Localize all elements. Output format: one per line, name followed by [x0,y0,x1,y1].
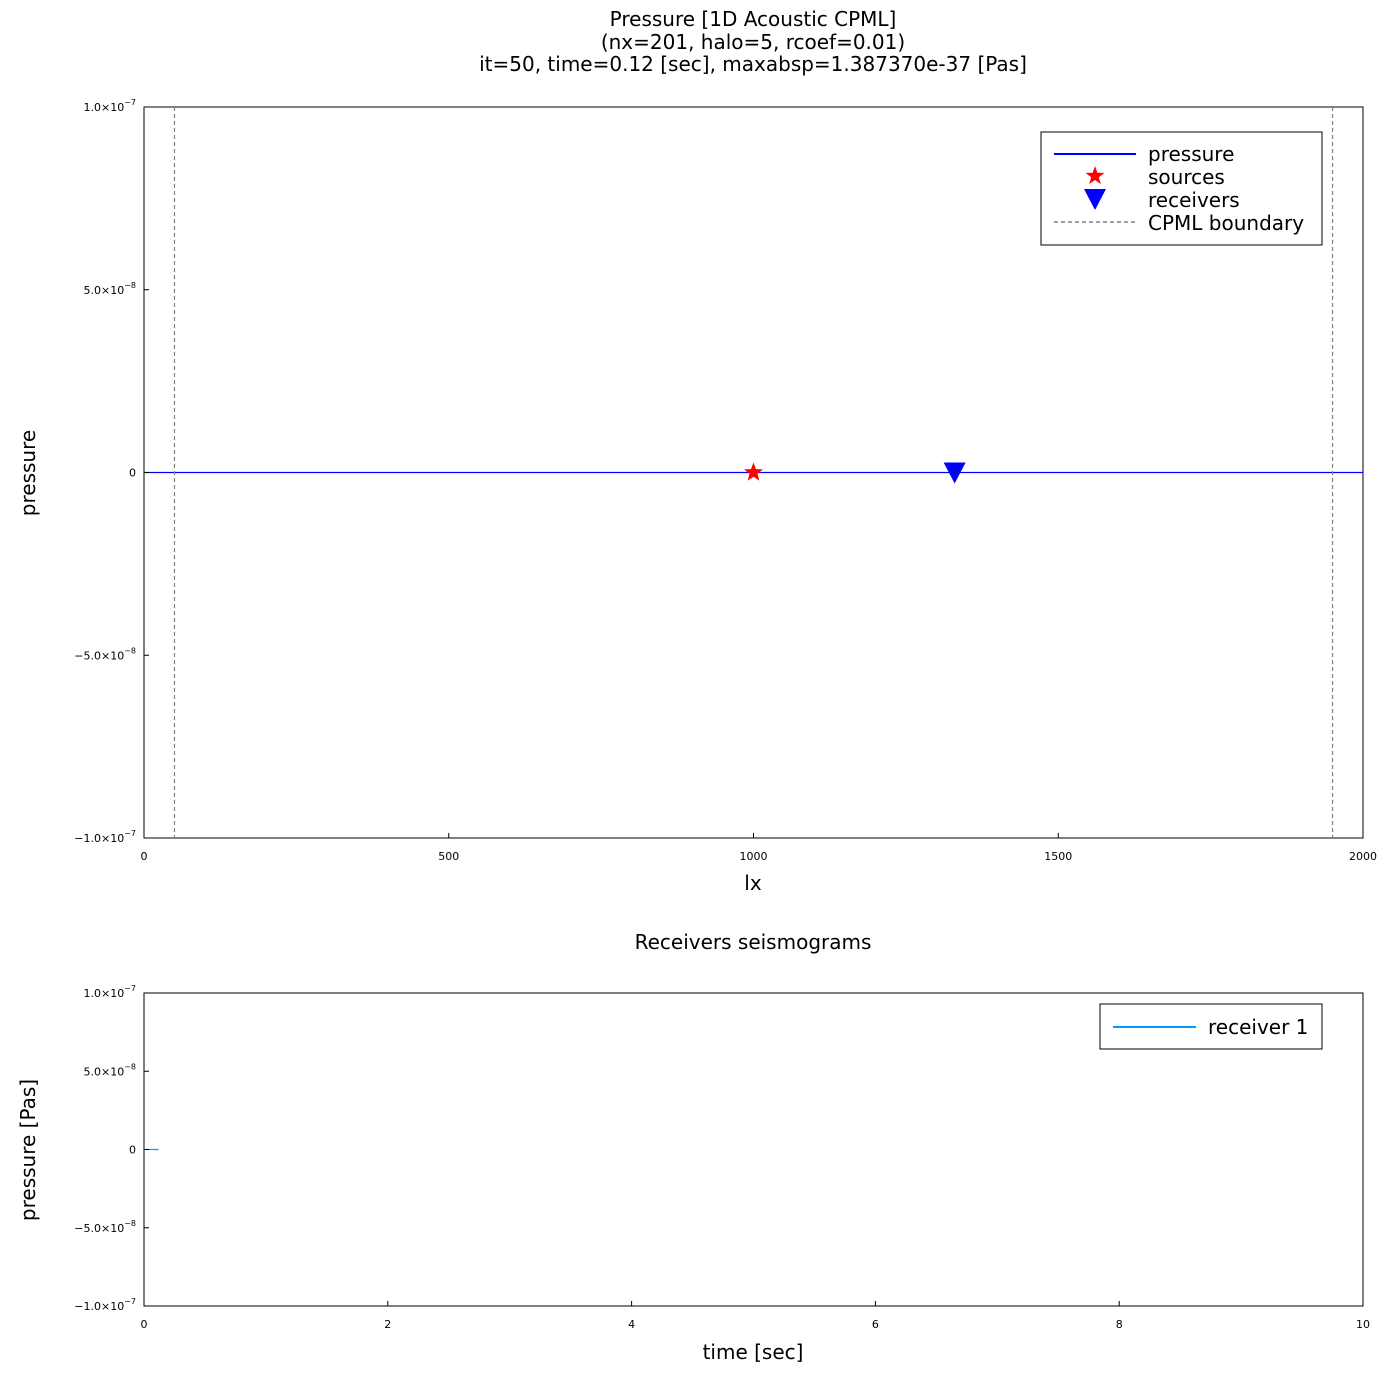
plot1-title-line-1: Pressure [1D Acoustic CPML] [610,7,897,31]
legend-receivers-triangle-icon [1084,189,1106,210]
plot2-x-tick-label: 6 [872,1318,879,1331]
receiver-triangle-marker [943,462,966,484]
legend-label-sources: sources [1148,165,1225,189]
legend-label-receivers: receivers [1148,188,1240,212]
legend-label-pressure: pressure [1148,142,1234,166]
plot1-x-tick-label: 2000 [1349,850,1377,863]
plot1-x-tick-label: 1500 [1044,850,1072,863]
pressure-plot: Pressure [1D Acoustic CPML] (nx=201, hal… [16,7,1377,895]
plot1-y-tick-label: −1.0×10−7 [74,829,136,845]
seismogram-plot: Receivers seismograms 0 2 4 6 8 10 1.0×10−7 5.… [16,930,1370,1364]
plot1-x-tick-label: 500 [438,850,459,863]
plot1-x-tick-label: 1000 [740,850,768,863]
plot2-legend: receiver 1 [1099,1003,1323,1050]
source-star-marker [743,462,764,481]
plot2-y-tick-label: 5.0×10−8 [83,1062,136,1078]
plot1-title-line-3: it=50, time=0.12 [sec], maxabsp=1.387370… [479,52,1027,76]
plot2-x-tick-label: 0 [141,1318,148,1331]
plot2-y-tick-label: −1.0×10−7 [74,1297,136,1313]
plot2-x-tick-label: 8 [1116,1318,1123,1331]
plot1-y-tick-label: 1.0×10−7 [83,98,136,114]
plot2-x-tick-label: 2 [384,1318,391,1331]
plot1-ylabel: pressure [16,430,40,516]
plot2-x-tick-label: 10 [1356,1318,1370,1331]
plot2-y-tick-label: 1.0×10−7 [83,984,136,1000]
plot1-y-tick-label: 0 [129,467,136,480]
plot2-y-tick-label: 0 [129,1144,136,1157]
plot1-legend-box [1040,131,1323,246]
plot1-title-line-2: (nx=201, halo=5, rcoef=0.01) [601,30,905,54]
plot2-y-tick-label: −5.0×10−8 [74,1219,136,1235]
plot1-xlabel: lx [744,871,762,895]
plot1-legend: pressure sources receivers CPML boundary [1040,131,1323,246]
legend-sources-star-icon [1085,166,1105,185]
plot2-x-tick-label: 4 [628,1318,635,1331]
plot2-title: Receivers seismograms [635,930,872,954]
legend-label-receiver-1: receiver 1 [1208,1015,1308,1039]
plot2-xlabel: time [sec] [703,1340,804,1364]
plot1-y-tick-label: 5.0×10−8 [83,281,136,297]
plot1-x-tick-label: 0 [141,850,148,863]
plot1-y-tick-label: −5.0×10−8 [74,646,136,662]
plot2-ylabel: pressure [Pas] [16,1079,40,1221]
legend-label-cpml-boundary: CPML boundary [1148,211,1304,235]
